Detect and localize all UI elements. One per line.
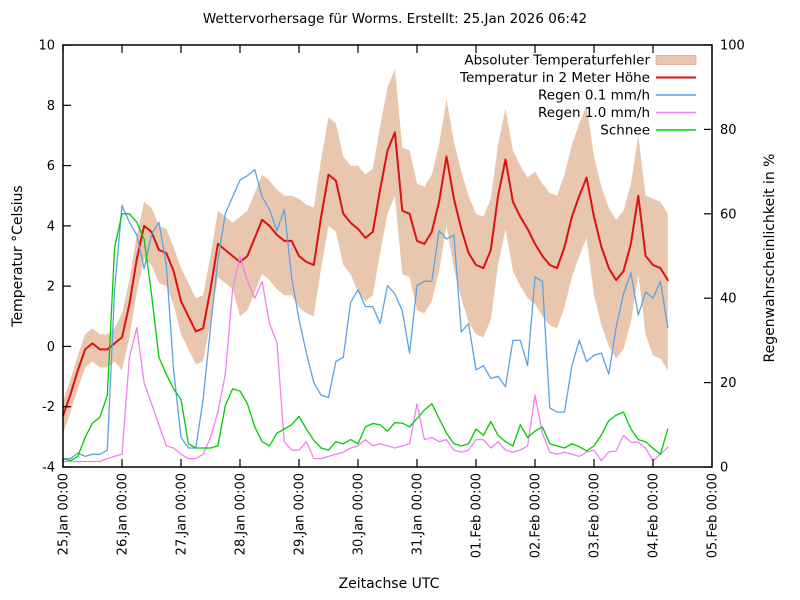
x-tick-label: 02.Feb 00:00: [529, 473, 544, 558]
y-left-tick-label: 6: [47, 159, 55, 174]
y-left-tick-label: 10: [38, 39, 55, 54]
y-right-tick-label: 0: [720, 461, 728, 476]
x-tick-label: 04.Feb 00:00: [647, 473, 662, 558]
x-tick-label: 26.Jan 00:00: [116, 473, 131, 555]
x-tick-label: 29.Jan 00:00: [293, 473, 308, 555]
x-tick-label: 05.Feb 00:00: [706, 473, 721, 558]
series-line-regen-0-1-mm-h: [62, 168, 669, 460]
legend-label: Regen 0.1 mm/h: [538, 88, 650, 104]
y-left-tick-label: -4: [42, 461, 55, 476]
y-left-tick-label: -2: [42, 400, 55, 415]
y-right-tick-label: 20: [720, 376, 737, 391]
x-tick-label: 25.Jan 00:00: [57, 473, 72, 555]
y-left-tick-label: 8: [47, 99, 55, 114]
x-tick-label: 30.Jan 00:00: [352, 473, 367, 555]
series-line-schnee: [62, 213, 669, 462]
plot-border: [62, 44, 713, 468]
x-tick-label: 27.Jan 00:00: [175, 473, 190, 555]
legend-swatch-band: [655, 55, 697, 65]
y-right-tick-label: 100: [720, 39, 745, 54]
legend-label: Schnee: [600, 123, 650, 139]
x-tick-label: 31.Jan 00:00: [411, 473, 426, 555]
x-tick-label: 01.Feb 00:00: [470, 473, 485, 558]
y-right-tick-label: 60: [720, 207, 737, 222]
y-left-tick-label: 4: [47, 219, 55, 234]
y-right-tick-label: 80: [720, 123, 737, 138]
y-right-tick-label: 40: [720, 292, 737, 307]
x-tick-label: 28.Jan 00:00: [234, 473, 249, 555]
legend-label: Regen 1.0 mm/h: [538, 105, 650, 121]
legend-label: Absoluter Temperaturfehler: [464, 53, 650, 69]
series-line-regen-1-0-mm-h: [62, 255, 669, 463]
y-left-tick-label: 0: [47, 340, 55, 355]
legend-label: Temperatur in 2 Meter Höhe: [459, 70, 650, 86]
y-left-tick-label: 2: [47, 280, 55, 295]
temperature-error-band: [63, 69, 668, 434]
x-tick-label: 03.Feb 00:00: [588, 473, 603, 558]
